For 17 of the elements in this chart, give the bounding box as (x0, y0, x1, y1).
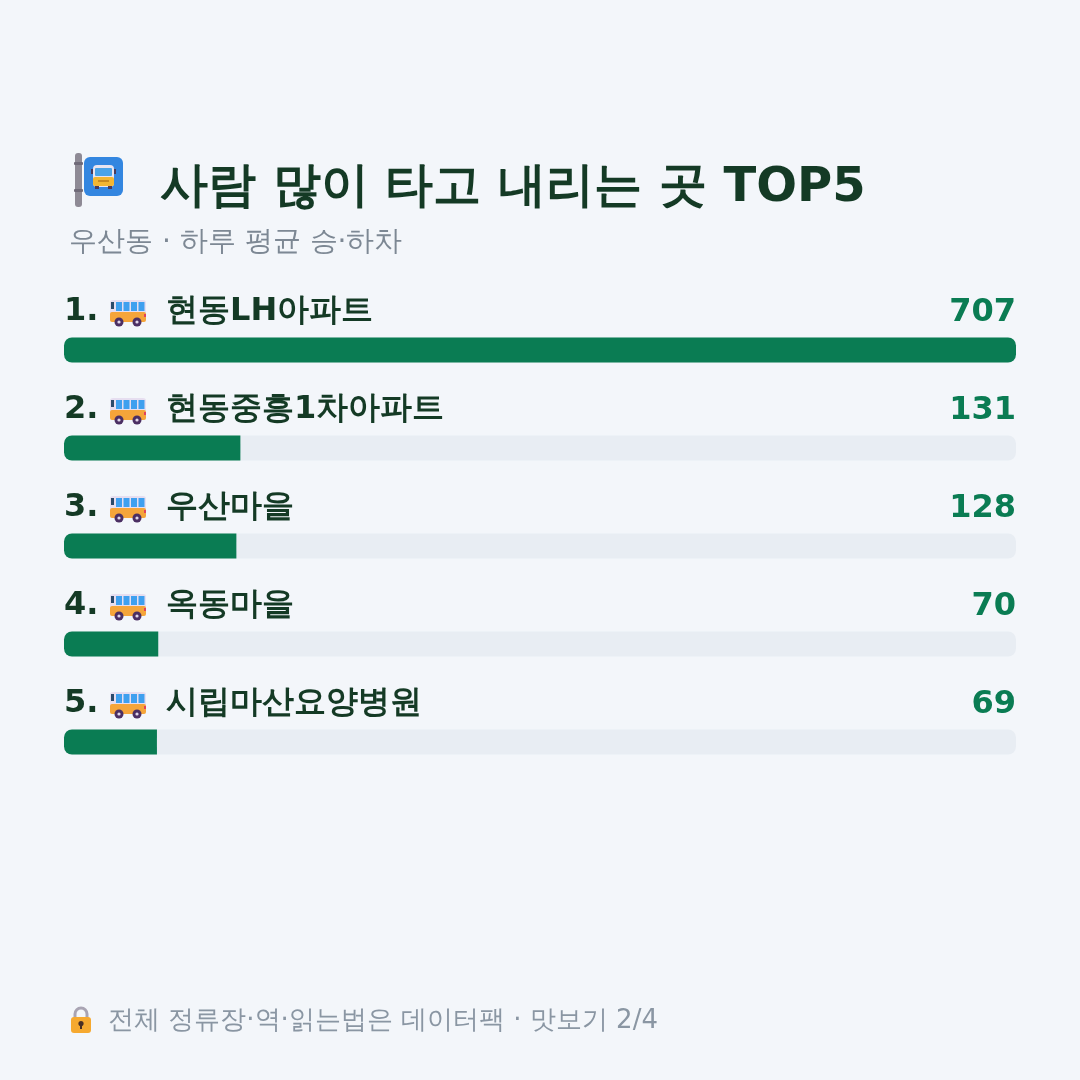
category-label: 4. 옥동마을 (64, 584, 294, 622)
data-label: 69 (971, 682, 1016, 721)
bar (64, 729, 157, 755)
data-label: 707 (949, 290, 1016, 329)
bar (64, 533, 237, 559)
category-label: 5. 시립마산요양병원 (64, 682, 422, 720)
chart-subtitle: 우산동 · 하루 평균 승·하차 (69, 223, 403, 257)
bar (64, 435, 241, 461)
chart-title: 사람 많이 타고 내리는 곳 TOP5 (160, 156, 866, 212)
category-label: 1. 현동LH아파트 (64, 290, 374, 328)
text: 전체 정류장·역·읽는법은 데이터팩 · 맛보기 2/4 (108, 1004, 658, 1034)
data-label: 70 (971, 584, 1016, 623)
data-label: 131 (949, 388, 1016, 427)
bar (64, 631, 159, 657)
category-label: 3. 우산마을 (64, 486, 294, 524)
category-label: 2. 현동중흥1차아파트 (64, 388, 445, 426)
data-label: 128 (949, 486, 1016, 525)
